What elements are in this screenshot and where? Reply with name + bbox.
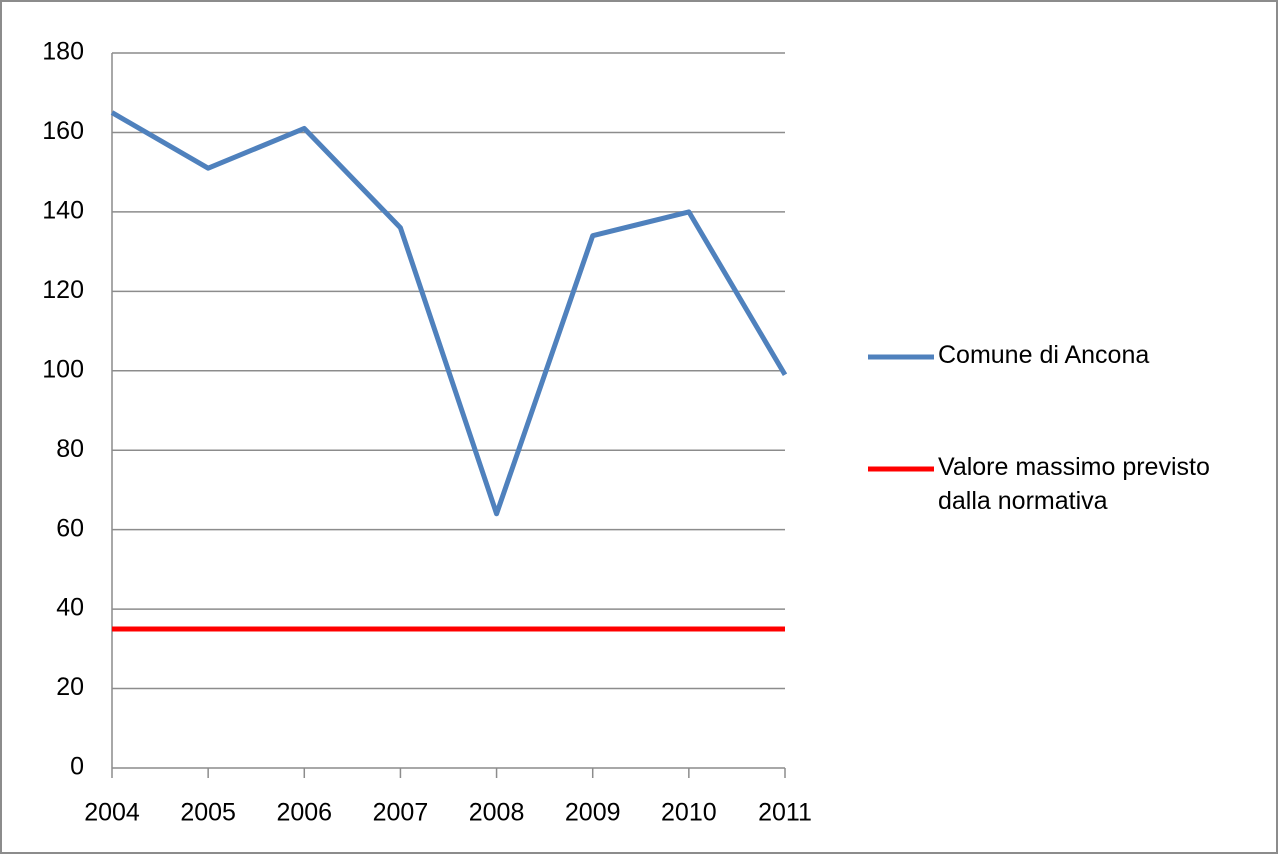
y-tick-label: 80	[56, 435, 84, 463]
x-tick-label: 2007	[373, 799, 429, 827]
series-line	[110, 110, 788, 517]
y-tick-label: 20	[56, 673, 84, 701]
y-tick-label: 180	[42, 38, 84, 66]
y-tick-label: 160	[42, 117, 84, 145]
legend-label: Comune di Ancona	[938, 341, 1150, 369]
x-tick-label: 2008	[469, 799, 525, 827]
x-tick-label: 2006	[276, 799, 332, 827]
x-tick-label: 2004	[84, 799, 140, 827]
x-tick-label: 2009	[565, 799, 621, 827]
y-tick-label: 60	[56, 514, 84, 542]
x-tick-label: 2011	[758, 799, 812, 827]
y-tick-label: 140	[42, 196, 84, 224]
y-tick-label: 0	[70, 753, 84, 781]
y-tick-label: 40	[56, 594, 84, 622]
x-tick-label: 2010	[661, 799, 717, 827]
x-tick-label: 2005	[180, 799, 236, 827]
y-tick-label: 120	[42, 276, 84, 304]
y-tick-label: 100	[42, 355, 84, 383]
legend-label: Valore massimo previsto dalla normativa	[938, 453, 1210, 515]
